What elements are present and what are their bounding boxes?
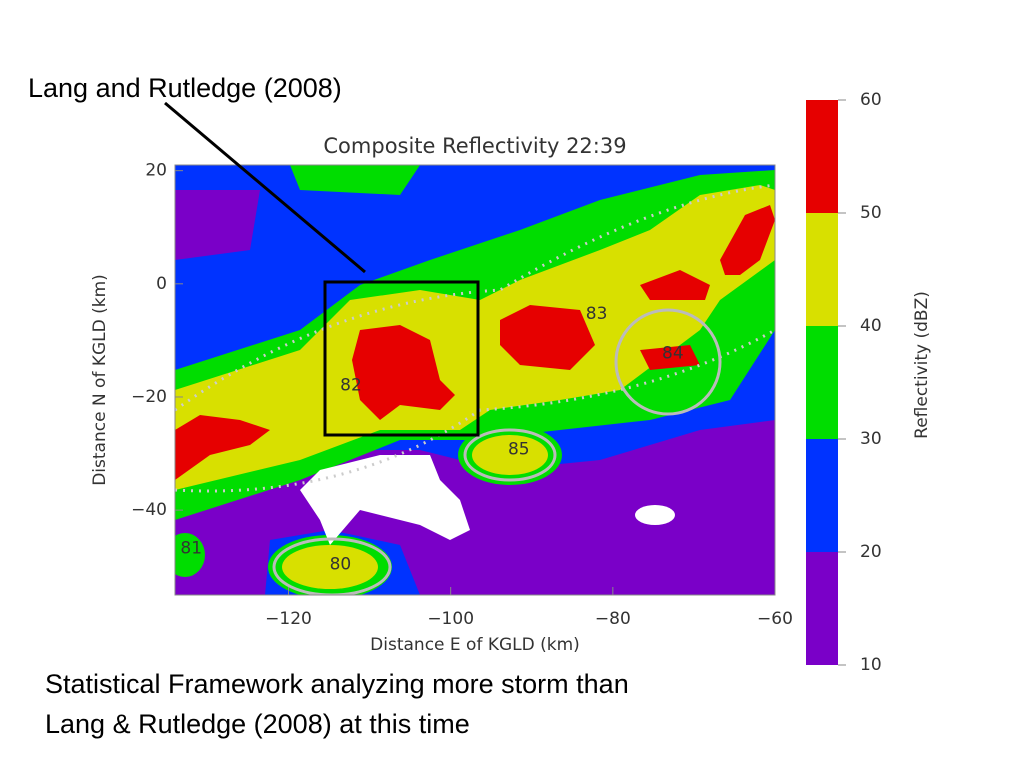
x-tick-label: −100 — [427, 609, 474, 629]
colorbar-tick-label: 30 — [860, 429, 882, 449]
colorbar-segment — [806, 326, 838, 439]
caption: Statistical Framework analyzing more sto… — [45, 669, 629, 699]
callout: Lang and Rutledge (2008) — [28, 73, 342, 103]
colorbar-label: Reflectivity (dBZ) — [912, 291, 932, 439]
x-tick-label: −120 — [265, 609, 312, 629]
storm-label: 83 — [586, 304, 608, 324]
y-tick-label: 20 — [145, 161, 167, 181]
storm-label: 82 — [340, 376, 362, 396]
storm-label: 84 — [662, 343, 684, 363]
colorbar-tick-label: 40 — [860, 316, 882, 336]
colorbar-segment — [806, 100, 838, 213]
colorbar-tick-label: 60 — [860, 90, 882, 110]
plot-frame — [174, 164, 776, 596]
x-tick-label: −60 — [757, 609, 793, 629]
callout-arrow — [164, 101, 366, 274]
y-axis-label: Distance N of KGLD (km) — [90, 274, 110, 486]
contour-field — [175, 165, 775, 595]
x-axis-label: Distance E of KGLD (km) — [370, 635, 580, 655]
y-tick-label: 0 — [156, 274, 167, 294]
colorbar-segment — [806, 213, 838, 326]
chart-title: Composite Reflectivity 22:39 — [323, 134, 626, 158]
storm-label: 81 — [180, 539, 202, 559]
storm-label: 85 — [508, 440, 530, 460]
colorbar-segment — [806, 552, 838, 665]
colorbar-segment — [806, 439, 838, 552]
x-tick-label: −80 — [595, 609, 631, 629]
y-tick-label: −40 — [131, 500, 167, 520]
colorbar-tick-label: 10 — [860, 655, 882, 675]
storm-label: 80 — [330, 554, 352, 574]
study-box — [323, 280, 480, 437]
colorbar-tick-label: 20 — [860, 542, 882, 562]
y-tick-label: −20 — [131, 387, 167, 407]
colorbar-tick-label: 50 — [860, 203, 882, 223]
caption: Lang & Rutledge (2008) at this time — [45, 709, 470, 739]
